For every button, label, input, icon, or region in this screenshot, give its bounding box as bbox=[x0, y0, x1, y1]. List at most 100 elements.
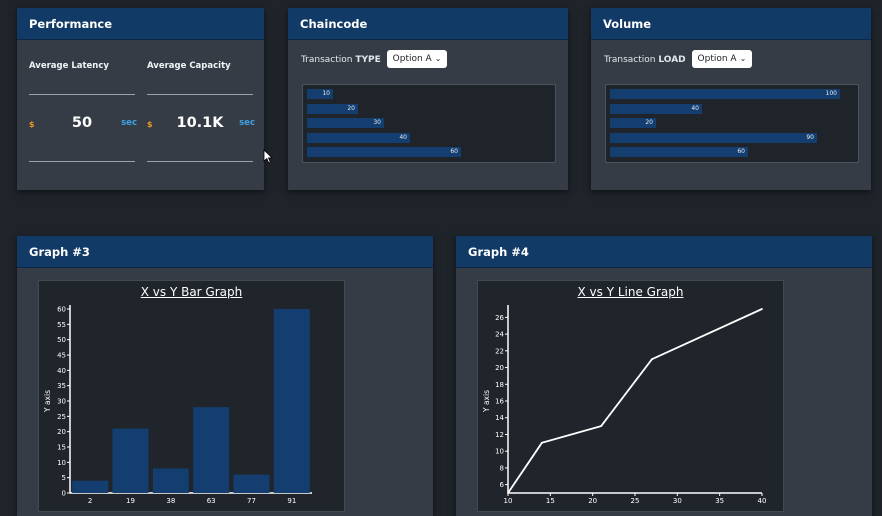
x-tick-label: 30 bbox=[673, 497, 682, 505]
latency-value: 50 bbox=[71, 115, 93, 131]
y-tick-label: 22 bbox=[495, 347, 504, 355]
graph3-card: Graph #3 X vs Y Bar Graph 0 5 10 15 20 25 30 35… bbox=[17, 236, 433, 516]
y-tick-label: 10 bbox=[57, 459, 66, 467]
x-tick-label: 10 bbox=[504, 497, 513, 505]
y-tick-label: 40 bbox=[57, 367, 66, 375]
chevron-down-icon: ⌄ bbox=[434, 53, 442, 63]
bar-value-label: 20 bbox=[347, 104, 355, 112]
bar bbox=[273, 309, 310, 493]
chaincode-bar-list: 10 20 30 40 60 bbox=[302, 84, 556, 163]
x-tick-label: 2 bbox=[88, 497, 92, 505]
data-point bbox=[600, 425, 603, 427]
performance-header: Performance bbox=[17, 8, 264, 40]
average-latency-metric: Average Latency $ 50 sec bbox=[29, 40, 137, 190]
series-line bbox=[507, 308, 763, 494]
average-capacity-label: Average Capacity bbox=[147, 61, 231, 71]
transaction-label: Transaction bbox=[301, 55, 353, 65]
bar-chart: 0 5 10 15 20 25 30 35 40 45 50 55 60 2 19 38 63 77 91 Y axi… bbox=[43, 305, 312, 505]
average-capacity-metric: Average Capacity $ 10.1K sec bbox=[147, 40, 255, 190]
line-graph-panel: X vs Y Line Graph 6 8 10 12 14 16 18 20 22 24 26 10… bbox=[477, 280, 784, 512]
bar-value-label: 60 bbox=[737, 148, 745, 155]
y-tick-label: 60 bbox=[57, 306, 66, 314]
transaction-type-select[interactable]: Option A ⌄ bbox=[386, 49, 448, 68]
divider bbox=[29, 161, 135, 162]
data-point bbox=[507, 492, 509, 494]
chevron-down-icon: ⌄ bbox=[739, 53, 747, 63]
y-axis-label: Y axis bbox=[482, 390, 491, 413]
capacity-prefix: $ bbox=[147, 120, 153, 129]
y-tick-label: 0 bbox=[62, 490, 66, 498]
y-tick-label: 20 bbox=[57, 428, 66, 436]
x-tick-label: 77 bbox=[247, 497, 256, 505]
transaction-label: Transaction bbox=[604, 55, 656, 65]
divider bbox=[147, 161, 253, 162]
chaincode-header: Chaincode bbox=[288, 8, 568, 40]
x-tick-label: 20 bbox=[588, 497, 597, 505]
x-tick-label: 38 bbox=[166, 497, 175, 505]
bar-value-label: 10 bbox=[322, 90, 330, 97]
y-tick-label: 14 bbox=[495, 414, 504, 422]
capacity-value: 10.1K bbox=[176, 115, 224, 131]
x-tick-label: 15 bbox=[546, 497, 555, 505]
y-tick-label: 30 bbox=[57, 398, 66, 406]
y-tick-label: 35 bbox=[57, 382, 66, 390]
bar-item: 60 bbox=[610, 147, 748, 157]
bar bbox=[193, 407, 230, 493]
bar-item: 60 bbox=[307, 147, 461, 157]
x-tick-label: 19 bbox=[126, 497, 135, 505]
transaction-load-row: Transaction LOAD Option A ⌄ bbox=[604, 49, 753, 70]
x-tick-label: 25 bbox=[631, 497, 640, 505]
y-tick-label: 25 bbox=[57, 413, 66, 421]
data-point bbox=[651, 358, 653, 361]
bar-value-label: 60 bbox=[450, 148, 458, 155]
load-label: LOAD bbox=[658, 55, 686, 65]
volume-card: Volume Transaction LOAD Option A ⌄ 100 40 2… bbox=[591, 8, 871, 190]
chaincode-card: Chaincode Transaction TYPE Option A ⌄ 10 2… bbox=[288, 8, 568, 190]
volume-header: Volume bbox=[591, 8, 871, 40]
x-tick-label: 40 bbox=[758, 497, 767, 505]
bar-value-label: 100 bbox=[825, 90, 837, 97]
latency-prefix: $ bbox=[29, 120, 35, 129]
bar-item: 90 bbox=[610, 132, 817, 143]
y-axis-label: Y axis bbox=[43, 390, 52, 413]
bar-item: 10 bbox=[307, 89, 333, 99]
data-point bbox=[761, 308, 763, 310]
bar bbox=[72, 480, 109, 493]
y-tick-label: 50 bbox=[57, 336, 66, 344]
latency-unit: sec bbox=[121, 118, 137, 128]
average-latency-label: Average Latency bbox=[29, 61, 109, 71]
graph4-card: Graph #4 X vs Y Line Graph 6 8 10 12 14 16 18 2… bbox=[456, 236, 872, 516]
y-tick-label: 10 bbox=[495, 448, 504, 456]
y-tick-label: 15 bbox=[57, 444, 66, 452]
y-tick-label: 20 bbox=[495, 364, 504, 372]
divider bbox=[29, 94, 135, 95]
x-tick-label: 63 bbox=[207, 497, 216, 505]
bar-item: 20 bbox=[610, 118, 656, 128]
y-tick-label: 55 bbox=[57, 321, 66, 329]
graph3-header: Graph #3 bbox=[17, 236, 433, 268]
y-tick-label: 12 bbox=[495, 431, 504, 439]
bar bbox=[233, 474, 270, 493]
bar-value-label: 40 bbox=[691, 104, 699, 112]
y-tick-label: 5 bbox=[62, 474, 66, 482]
bar-item: 40 bbox=[610, 103, 702, 114]
capacity-unit: sec bbox=[239, 118, 255, 128]
transaction-load-select[interactable]: Option A ⌄ bbox=[691, 49, 753, 68]
bar bbox=[112, 428, 149, 493]
divider bbox=[147, 94, 253, 95]
y-tick-label: 16 bbox=[495, 398, 504, 406]
bar-value-label: 30 bbox=[373, 119, 381, 126]
bar-graph-panel: X vs Y Bar Graph 0 5 10 15 20 25 30 35 40 45 50 55 6… bbox=[38, 280, 345, 512]
data-point bbox=[540, 441, 543, 444]
y-tick-label: 26 bbox=[495, 314, 504, 322]
mouse-cursor-icon bbox=[263, 149, 273, 164]
bar-value-label: 90 bbox=[806, 133, 814, 141]
line-chart: 6 8 10 12 14 16 18 20 22 24 26 10 15 20 25 30 35 40 Y axis bbox=[482, 305, 767, 505]
y-tick-label: 6 bbox=[500, 481, 505, 489]
bar-graph-title: X vs Y Bar Graph bbox=[140, 285, 243, 299]
graph4-header: Graph #4 bbox=[456, 236, 872, 268]
bar-item: 40 bbox=[307, 132, 410, 143]
y-tick-label: 8 bbox=[500, 464, 504, 472]
bar bbox=[152, 468, 189, 493]
selected-option: Option A bbox=[392, 53, 432, 64]
